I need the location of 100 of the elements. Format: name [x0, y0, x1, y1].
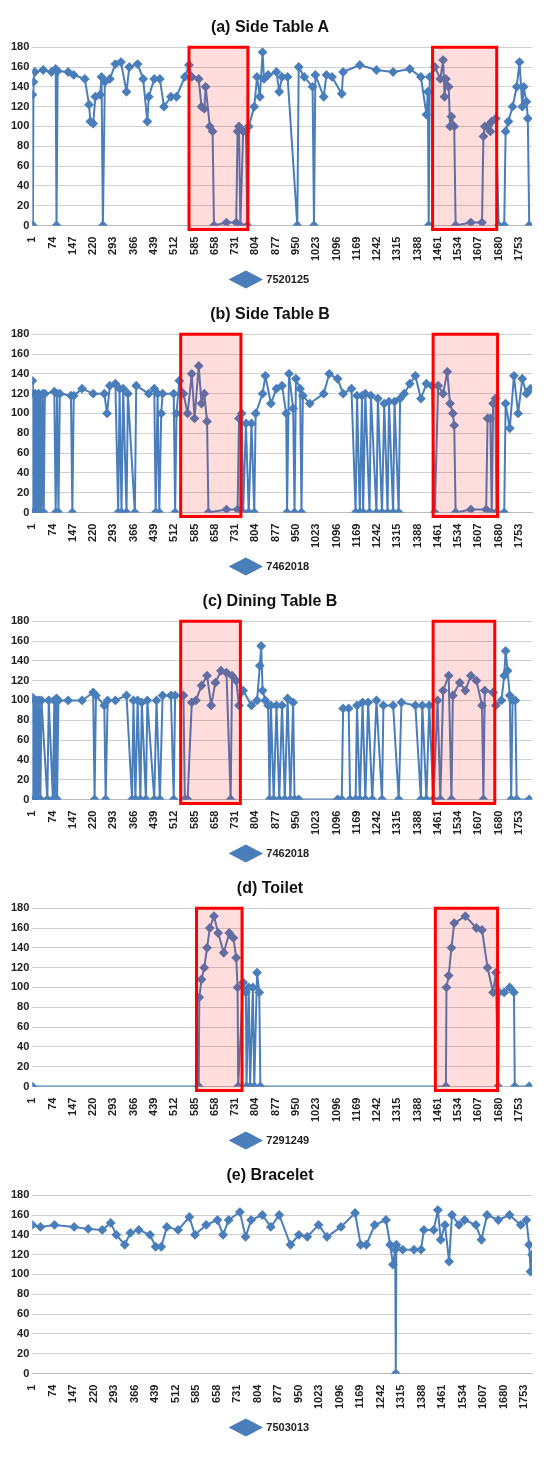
y-tick-label: 180 — [10, 901, 30, 914]
x-tick-label: 877 — [268, 810, 281, 829]
y-tick-label: 140 — [10, 653, 30, 666]
x-tick-label: 512 — [167, 236, 180, 255]
x-tick-label: 366 — [126, 523, 139, 542]
x-tick-label: 585 — [187, 810, 200, 829]
x-tick-label: 658 — [209, 1384, 222, 1403]
x-tick-label: 731 — [228, 810, 241, 829]
x-tick-label: 74 — [45, 235, 58, 249]
x-tick-label: 1388 — [410, 236, 423, 262]
x-tick-label: 1315 — [390, 1097, 403, 1123]
x-tick-label: 1534 — [451, 809, 464, 836]
y-tick-label: 140 — [10, 79, 30, 92]
x-tick-label: 877 — [268, 1097, 281, 1116]
x-tick-label: 1607 — [476, 1384, 489, 1410]
x-tick-label: 1753 — [511, 810, 524, 836]
x-tick-label: 1023 — [309, 1097, 322, 1123]
y-tick-label: 140 — [10, 940, 30, 953]
x-tick-label: 1 — [25, 1097, 38, 1104]
x-tick-label: 1169 — [353, 1384, 366, 1409]
x-tick-label: 74 — [45, 522, 58, 536]
y-tick-label: 80 — [17, 713, 30, 726]
y-tick-label: 120 — [10, 673, 30, 686]
x-tick-label: 293 — [107, 1384, 120, 1403]
y-tick-label: 40 — [17, 178, 30, 191]
x-tick-label: 366 — [127, 1384, 140, 1403]
x-tick-label: 877 — [271, 1384, 284, 1403]
y-tick-label: 180 — [10, 327, 30, 340]
x-tick-label: 1096 — [329, 1097, 342, 1123]
x-tick-label: 147 — [65, 523, 78, 542]
x-tick-label: 1680 — [491, 1097, 504, 1123]
x-tick-label: 1680 — [491, 523, 504, 549]
chart-title: (b) Side Table B — [210, 305, 330, 323]
y-tick-label: 0 — [23, 505, 30, 518]
x-tick-label: 439 — [147, 1097, 160, 1116]
x-tick-label: 366 — [126, 236, 139, 255]
x-tick-label: 220 — [86, 236, 99, 255]
y-tick-label: 100 — [10, 1267, 30, 1280]
x-tick-label: 950 — [288, 1097, 301, 1116]
x-tick-label: 1242 — [370, 236, 383, 262]
x-tick-label: 804 — [248, 522, 261, 542]
x-tick-label: 1753 — [511, 236, 524, 262]
x-tick-label: 1607 — [471, 1097, 484, 1123]
x-tick-label: 585 — [187, 523, 200, 542]
y-tick-label: 160 — [10, 921, 30, 934]
x-tick-label: 1388 — [410, 523, 423, 549]
y-tick-label: 0 — [23, 1079, 30, 1092]
x-tick-label: 1680 — [491, 236, 504, 262]
y-tick-label: 160 — [10, 1208, 30, 1221]
y-tick-label: 120 — [10, 960, 30, 973]
x-tick-label: 512 — [168, 1384, 181, 1403]
x-tick-label: 804 — [248, 1096, 261, 1116]
x-tick-label: 1534 — [451, 522, 464, 549]
x-tick-label: 1 — [25, 236, 38, 243]
y-tick-label: 40 — [17, 752, 30, 765]
y-tick-label: 100 — [10, 119, 30, 132]
x-tick-label: 1023 — [309, 236, 322, 262]
chart-title: (e) Bracelet — [226, 1166, 315, 1184]
y-tick-label: 40 — [17, 1039, 30, 1052]
x-tick-label: 366 — [126, 810, 139, 829]
y-tick-label: 100 — [10, 406, 30, 419]
x-tick-label: 731 — [230, 1384, 243, 1403]
x-tick-label: 585 — [189, 1384, 202, 1403]
x-tick-label: 1461 — [435, 1384, 448, 1410]
y-tick-label: 20 — [17, 485, 30, 498]
x-tick-label: 658 — [207, 523, 220, 542]
x-tick-label: 147 — [65, 1097, 78, 1116]
x-tick-label: 439 — [147, 236, 160, 255]
x-tick-label: 1315 — [390, 236, 403, 262]
x-tick-label: 1753 — [517, 1384, 530, 1410]
x-tick-label: 1461 — [430, 523, 443, 549]
y-tick-label: 120 — [10, 386, 30, 399]
y-tick-label: 60 — [17, 446, 30, 459]
y-tick-label: 20 — [17, 1346, 30, 1359]
x-tick-label: 1169 — [349, 523, 362, 548]
x-tick-label: 293 — [106, 236, 119, 255]
y-tick-label: 20 — [17, 1059, 30, 1072]
y-tick-label: 160 — [10, 347, 30, 360]
y-tick-label: 0 — [23, 218, 30, 231]
x-tick-label: 512 — [167, 810, 180, 829]
y-tick-label: 140 — [10, 366, 30, 379]
x-tick-label: 877 — [268, 236, 281, 255]
chart-title: (c) Dining Table B — [202, 592, 338, 610]
x-tick-label: 1461 — [430, 1097, 443, 1123]
legend-label: 7520125 — [266, 272, 310, 285]
y-tick-label: 40 — [17, 465, 30, 478]
y-tick-label: 100 — [10, 980, 30, 993]
x-tick-label: 1315 — [390, 523, 403, 549]
x-tick-label: 220 — [86, 810, 99, 829]
y-tick-label: 80 — [17, 1000, 30, 1013]
x-tick-label: 1169 — [349, 1097, 362, 1122]
y-tick-label: 20 — [17, 772, 30, 785]
x-tick-label: 804 — [250, 1383, 263, 1403]
x-tick-label: 439 — [148, 1384, 161, 1403]
x-tick-label: 950 — [288, 523, 301, 542]
x-tick-label: 585 — [187, 1097, 200, 1116]
y-tick-label: 180 — [10, 40, 30, 53]
y-tick-label: 0 — [23, 1366, 30, 1379]
y-tick-label: 80 — [17, 1287, 30, 1300]
x-tick-label: 1388 — [410, 810, 423, 836]
